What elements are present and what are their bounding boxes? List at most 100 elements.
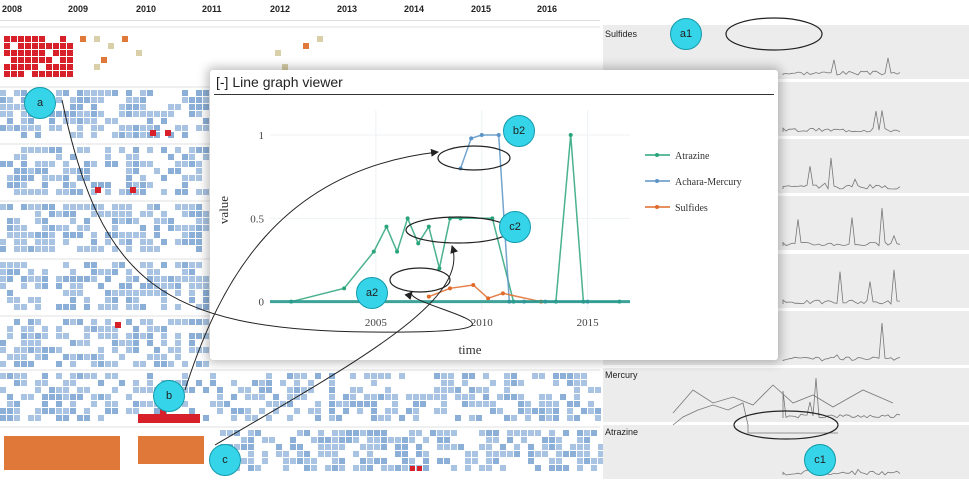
- heatmap-cell: [367, 444, 373, 450]
- line-graph-viewer[interactable]: 2005 2010 2015 0 0.5 1 time value Atrazine Achara…: [210, 70, 778, 360]
- callout-b2: b2: [503, 115, 535, 147]
- heatmap-cell: [570, 451, 576, 457]
- heatmap-cell: [280, 380, 286, 386]
- sparkline-line: [782, 110, 901, 133]
- viewer-title[interactable]: [-] Line graph viewer: [216, 74, 343, 90]
- heatmap-cell: [175, 225, 181, 231]
- heatmap-cell: [175, 168, 181, 174]
- heatmap-cell-red: [67, 71, 73, 77]
- heatmap-cell: [360, 444, 366, 450]
- heatmap-cell: [245, 408, 251, 414]
- heatmap-cell: [252, 394, 258, 400]
- heatmap-cell: [56, 154, 62, 160]
- heatmap-cell: [56, 175, 62, 181]
- heatmap-cell: [535, 465, 541, 471]
- heatmap-cell: [77, 232, 83, 238]
- heatmap-cell: [154, 111, 160, 117]
- heatmap-cell: [353, 430, 359, 436]
- heatmap-cell: [98, 90, 104, 96]
- heatmap-cell: [374, 437, 380, 443]
- heatmap-cell: [70, 401, 76, 407]
- heatmap-cell: [598, 458, 604, 464]
- heatmap-cell: [84, 326, 90, 332]
- heatmap-cell: [126, 408, 132, 414]
- heatmap-cell: [42, 182, 48, 188]
- heatmap-cell: [21, 182, 27, 188]
- heatmap-cell: [182, 182, 188, 188]
- heatmap-cell: [14, 347, 20, 353]
- heatmap-cell: [500, 465, 506, 471]
- heatmap-cell: [497, 394, 503, 400]
- callout-b: b: [153, 380, 185, 412]
- heatmap-cell: [196, 218, 202, 224]
- heatmap-cell: [304, 430, 310, 436]
- heatmap-cell: [133, 161, 139, 167]
- heatmap-cell: [42, 276, 48, 282]
- heatmap-cell: [70, 104, 76, 110]
- heatmap-cell: [161, 290, 167, 296]
- heatmap-cell-red: [32, 57, 38, 63]
- heatmap-cell: [112, 218, 118, 224]
- heatmap-cell: [56, 394, 62, 400]
- heatmap-cell: [238, 387, 244, 393]
- heatmap-cell: [479, 444, 485, 450]
- heatmap-cell: [63, 262, 69, 268]
- heatmap-band-red: [138, 414, 200, 423]
- heatmap-cell: [56, 326, 62, 332]
- heatmap-cell: [273, 394, 279, 400]
- heatmap-cell: [434, 387, 440, 393]
- heatmap-cell: [126, 297, 132, 303]
- heatmap-cell: [588, 387, 594, 393]
- heatmap-cell: [49, 118, 55, 124]
- heatmap-cell: [14, 104, 20, 110]
- heatmap-cell: [469, 373, 475, 379]
- heatmap-cell: [514, 430, 520, 436]
- heatmap-cell: [252, 415, 258, 421]
- heatmap-cell: [217, 401, 223, 407]
- heatmap-cell-red: [46, 64, 52, 70]
- heatmap-cell: [14, 269, 20, 275]
- heatmap-cell: [126, 347, 132, 353]
- heatmap-cell: [119, 147, 125, 153]
- heatmap-cell: [28, 204, 34, 210]
- heatmap-cell: [504, 387, 510, 393]
- legend-marker: [655, 179, 659, 183]
- heatmap-cell: [346, 437, 352, 443]
- heatmap-cell-red: [60, 57, 66, 63]
- heatmap-cell: [189, 147, 195, 153]
- heatmap-cell: [577, 465, 583, 471]
- heatmap-cell: [35, 168, 41, 174]
- heatmap-cell: [161, 118, 167, 124]
- heatmap-cell: [14, 246, 20, 252]
- heatmap-cell: [126, 333, 132, 339]
- heatmap-cell: [175, 333, 181, 339]
- heatmap-cell: [140, 246, 146, 252]
- heatmap-cell: [241, 458, 247, 464]
- heatmap-cell: [28, 276, 34, 282]
- heatmap-cell: [395, 437, 401, 443]
- heatmap-cell: [329, 387, 335, 393]
- heatmap-cell: [469, 387, 475, 393]
- heatmap-cell: [7, 225, 13, 231]
- heatmap-cell: [308, 380, 314, 386]
- heatmap-cell: [556, 444, 562, 450]
- heatmap-cell: [112, 262, 118, 268]
- heatmap-cell: [91, 394, 97, 400]
- heatmap-cell: [63, 161, 69, 167]
- heatmap-cell: [35, 204, 41, 210]
- heatmap-cell: [549, 444, 555, 450]
- heatmap-cell: [504, 415, 510, 421]
- heatmap-cell: [399, 373, 405, 379]
- heatmap-cell: [325, 437, 331, 443]
- heatmap-cell: [126, 204, 132, 210]
- heatmap-cell: [77, 354, 83, 360]
- heatmap-cell: [14, 168, 20, 174]
- heatmap-cell: [381, 430, 387, 436]
- heatmap-cell: [0, 90, 6, 96]
- heatmap-cell: [70, 118, 76, 124]
- heatmap-cell: [21, 394, 27, 400]
- heatmap-cell: [266, 373, 272, 379]
- heatmap-cell: [276, 444, 282, 450]
- heatmap-cell: [119, 290, 125, 296]
- heatmap-cell: [301, 373, 307, 379]
